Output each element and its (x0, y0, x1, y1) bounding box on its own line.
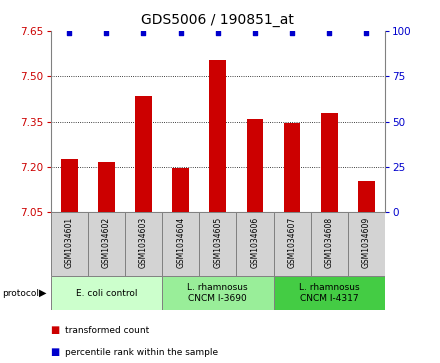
Point (363, 30, 370, 36)
Text: L. rhamnosus
CNCM I-4317: L. rhamnosus CNCM I-4317 (299, 284, 359, 303)
Point (66, 30, 73, 36)
Title: GDS5006 / 190851_at: GDS5006 / 190851_at (141, 13, 294, 27)
Text: transformed count: transformed count (65, 326, 149, 335)
Text: E. coli control: E. coli control (76, 289, 137, 298)
Point (214, 30, 221, 36)
Bar (358, 180, 375, 212)
Bar (348, 212, 385, 276)
Text: GSM1034605: GSM1034605 (213, 217, 222, 269)
Bar (284, 123, 301, 212)
Point (289, 30, 296, 36)
Text: GSM1034606: GSM1034606 (250, 217, 260, 269)
Text: protocol: protocol (2, 289, 39, 298)
Bar (321, 113, 337, 212)
Bar (274, 276, 385, 310)
Bar (51, 212, 88, 276)
Text: GSM1034602: GSM1034602 (102, 217, 111, 268)
Bar (51, 276, 162, 310)
Text: ▶: ▶ (39, 288, 47, 298)
Bar (199, 212, 236, 276)
Text: GSM1034604: GSM1034604 (176, 217, 185, 269)
Bar (209, 60, 226, 212)
Point (251, 30, 258, 36)
Point (140, 30, 147, 36)
Text: percentile rank within the sample: percentile rank within the sample (65, 348, 218, 356)
Bar (236, 212, 274, 276)
Point (103, 30, 110, 36)
Bar (162, 276, 274, 310)
Bar (162, 212, 199, 276)
Text: GSM1034603: GSM1034603 (139, 217, 148, 269)
Bar (274, 212, 311, 276)
Bar (172, 168, 189, 212)
Text: GSM1034607: GSM1034607 (288, 217, 297, 269)
Text: ■: ■ (51, 325, 60, 335)
Text: GSM1034601: GSM1034601 (65, 217, 73, 268)
Bar (61, 159, 77, 212)
Bar (88, 212, 125, 276)
Text: GSM1034608: GSM1034608 (325, 217, 334, 268)
Bar (246, 119, 263, 212)
Point (326, 30, 333, 36)
Text: L. rhamnosus
CNCM I-3690: L. rhamnosus CNCM I-3690 (187, 284, 248, 303)
Text: GSM1034609: GSM1034609 (362, 217, 371, 269)
Point (177, 30, 184, 36)
Bar (135, 96, 152, 212)
Text: ■: ■ (51, 347, 60, 357)
Bar (98, 163, 115, 212)
Bar (311, 212, 348, 276)
Bar (125, 212, 162, 276)
